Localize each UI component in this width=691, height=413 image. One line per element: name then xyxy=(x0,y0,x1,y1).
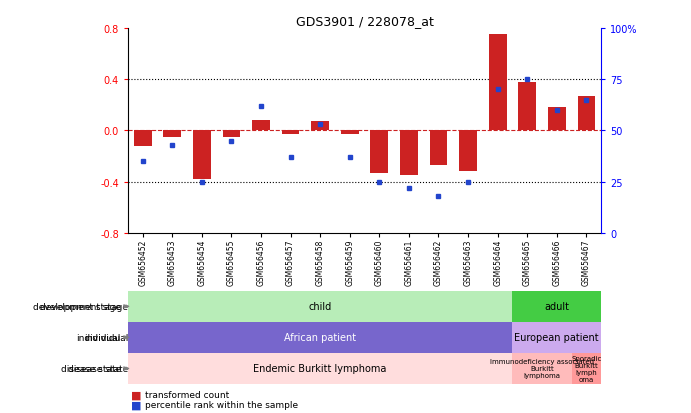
Text: Endemic Burkitt lymphoma: Endemic Burkitt lymphoma xyxy=(254,363,387,374)
Bar xyxy=(282,131,299,135)
Text: adult: adult xyxy=(545,301,569,312)
Bar xyxy=(571,353,601,384)
Bar xyxy=(128,353,513,384)
Text: ■: ■ xyxy=(131,400,142,410)
Bar xyxy=(513,322,601,353)
Text: Immunodeficiency associated
Burkitt
lymphoma: Immunodeficiency associated Burkitt lymp… xyxy=(490,358,594,379)
Bar xyxy=(128,322,513,353)
Text: child: child xyxy=(308,301,332,312)
Bar xyxy=(489,35,507,131)
Bar xyxy=(193,131,211,180)
Text: individual: individual xyxy=(77,333,121,342)
Text: Sporadic
Burkitt
lymph
oma: Sporadic Burkitt lymph oma xyxy=(571,355,602,382)
Text: development stage: development stage xyxy=(33,302,121,311)
Bar xyxy=(578,97,595,131)
Bar xyxy=(459,131,477,172)
Bar xyxy=(370,131,388,173)
Text: percentile rank within the sample: percentile rank within the sample xyxy=(145,400,299,409)
Bar xyxy=(518,83,536,131)
Bar xyxy=(163,131,181,138)
Text: African patient: African patient xyxy=(284,332,356,343)
Bar xyxy=(400,131,418,176)
Bar xyxy=(128,291,513,322)
Text: transformed count: transformed count xyxy=(145,390,229,399)
Text: individual: individual xyxy=(84,333,129,342)
Bar xyxy=(341,131,359,135)
Title: GDS3901 / 228078_at: GDS3901 / 228078_at xyxy=(296,15,433,28)
Text: disease state: disease state xyxy=(61,364,121,373)
Bar xyxy=(513,291,601,322)
Bar xyxy=(252,121,269,131)
Bar xyxy=(430,131,447,166)
Bar xyxy=(311,122,329,131)
Text: European patient: European patient xyxy=(515,332,599,343)
Bar xyxy=(548,108,566,131)
Bar xyxy=(223,131,240,138)
Text: development stage: development stage xyxy=(41,302,129,311)
Text: ■: ■ xyxy=(131,389,142,399)
Bar xyxy=(513,353,571,384)
Text: disease state: disease state xyxy=(68,364,129,373)
Bar xyxy=(134,131,151,147)
